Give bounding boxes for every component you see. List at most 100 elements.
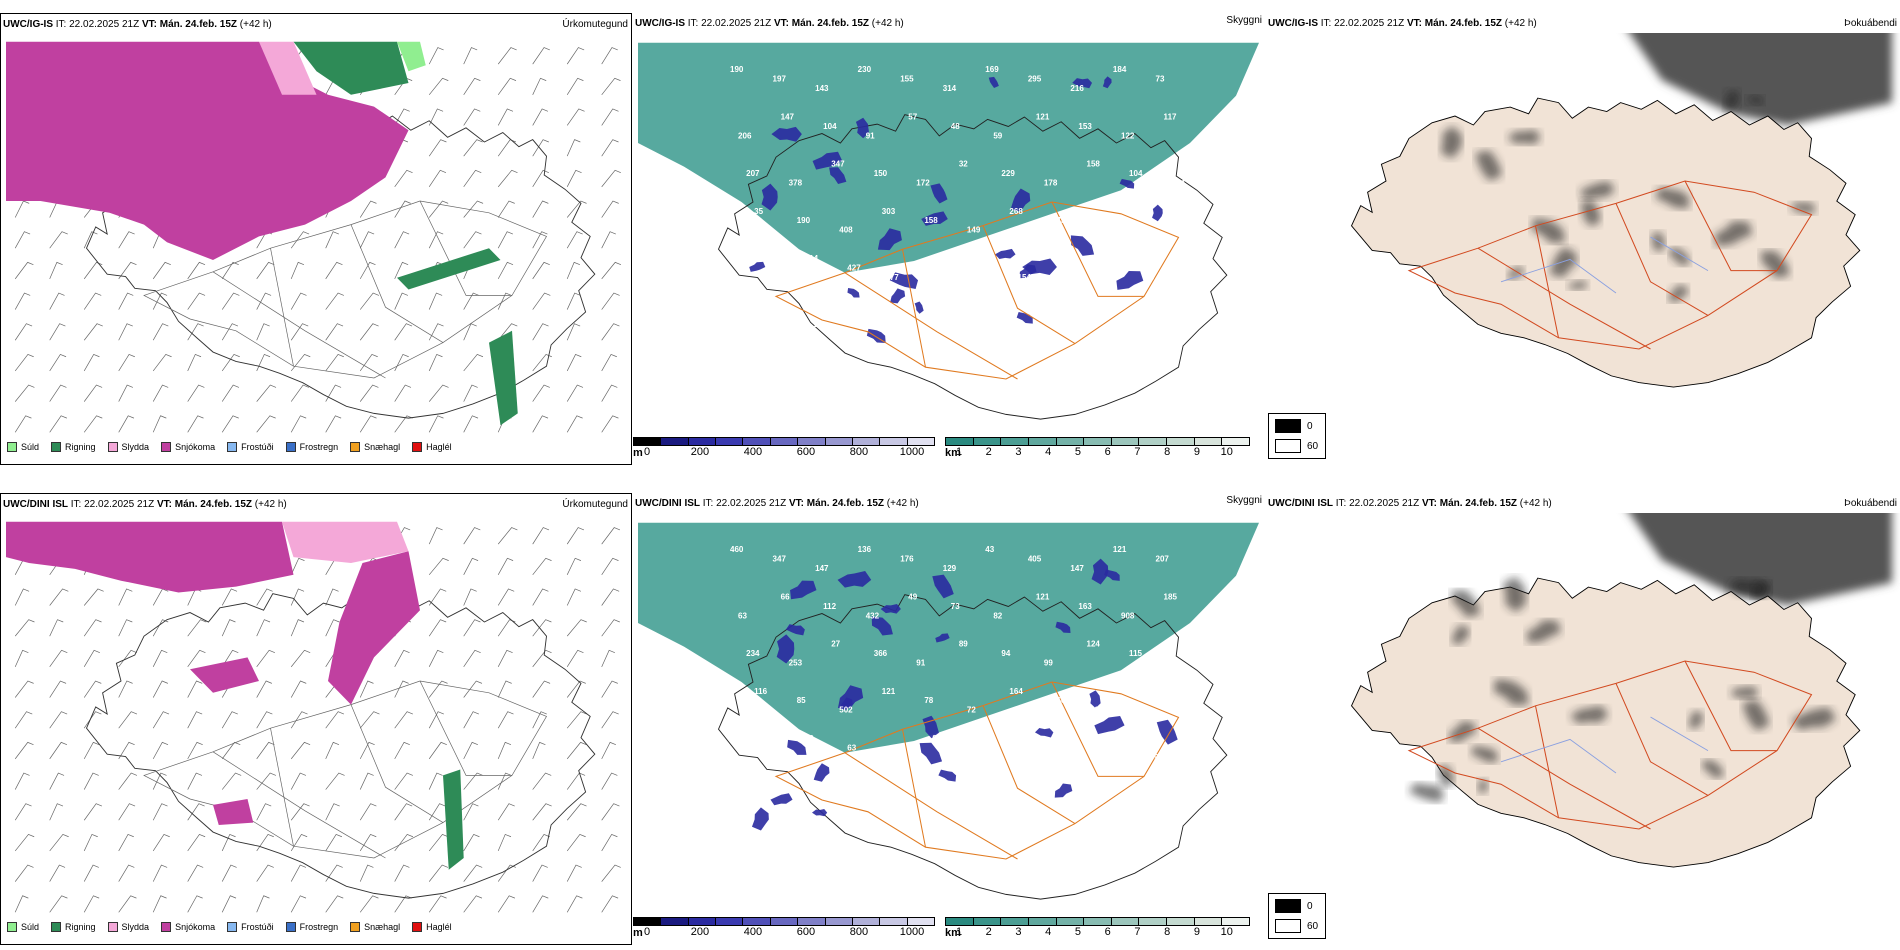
precip-legend: Súld Rigning Slydda Snjókoma Frostúði Frostre… [7,442,452,452]
cloud-base-label: 355 [1137,207,1151,216]
cloud-base-label: 155 [900,75,914,84]
ceiling-colorbar: m 0 200 400 600 800 1000 [633,437,935,459]
panel-name: Þokuábendi [1844,18,1897,29]
cloud-base-label: 63 [847,743,856,752]
cloud-base-label: 91 [916,658,925,667]
colorbar-tick: 1000 [899,926,925,938]
legend-item-slydda: Slydda [107,922,149,932]
cloud-base-label: 197 [773,75,787,84]
panel-title: UWC/DINI ISL IT: 22.02.2025 21Z VT: Mán.… [3,499,287,510]
iceland-map [1350,513,1892,868]
iceland-map: 190 197 143 230 155 314 169 295 216 184 73 206 147 10… [638,42,1259,420]
cloud-base-label: 234 [1095,706,1109,715]
cloud-panel-top: UWC/IG-IS IT: 22.02.2025 21Z VT: Mán. 24… [633,13,1265,465]
colorbar-tick: 3 [1015,926,1022,938]
visibility-colorbar: km 1 2 3 4 5 6 7 8 9 10 [945,437,1250,459]
legend-item-súld: Súld [7,922,39,932]
cloud-base-label: 314 [943,84,957,93]
cloud-base-label: 229 [1001,169,1015,178]
cloud-base-label: 122 [1121,131,1135,140]
colorbar-tick: 200 [690,926,710,938]
cloud-base-label: 164 [1009,687,1023,696]
colorbar-tick: 1000 [899,446,925,458]
cloud-base-label: 117 [1164,112,1177,121]
cloud-base-label: 104 [823,122,837,131]
cloud-base-label: 43 [985,545,994,554]
cloud-base-label: 253 [789,658,803,667]
cloud-base-label: 35 [754,207,763,216]
cloud-base-label: 103 [762,753,776,762]
cloud-base-label: 81 [1103,263,1112,272]
colorbar-tick: 400 [743,446,763,458]
legend-item-snjókoma: Snjókoma [161,922,215,932]
cloud-base-label: 432 [866,611,880,620]
colorbar-tick: 9 [1193,926,1201,938]
cloud-base-label: 347 [773,555,787,564]
colorbar-unit: m [633,927,643,939]
cloud-base-label: 234 [746,649,760,658]
cloud-base-label: 136 [858,545,872,554]
legend-item-snæhagl: Snæhagl [350,442,400,452]
colorbar-tick: 3 [1015,446,1022,458]
panel-title: UWC/IG-IS IT: 22.02.2025 21Z VT: Mán. 24… [635,18,904,29]
iceland-map [6,521,621,913]
cloud-base-label: 502 [839,706,853,715]
colorbar-tick: 6 [1104,446,1111,458]
cloud-base-label: 143 [815,84,829,93]
cloud-base-label: 115 [1129,649,1142,658]
fog-map [1350,33,1892,388]
colorbar-tick: 1 [955,446,963,458]
cloud-base-label: 129 [943,564,957,573]
cloud-base-label: 188 [975,743,989,752]
fog-panel-top: UWC/IG-IS IT: 22.02.2025 21Z VT: Mán. 24… [1266,13,1900,413]
colorbar-tick: 8 [1164,446,1171,458]
precip-map [6,41,622,433]
cloud-base-label: 475 [1052,216,1066,225]
legend-swatch [227,442,238,452]
colorbar-tick: 7 [1134,926,1141,938]
cloud-base-label: 85 [797,696,806,705]
cloud-base-label: 149 [967,226,981,235]
legend-swatch [285,442,296,452]
cloud-base-label: 314 [805,254,819,263]
panel-name: Skyggni [1226,15,1262,26]
colorbar-tick: 1 [955,926,963,938]
fog-legend-top: 0 60 [1268,413,1326,459]
colorbar-tick: 0 [643,926,651,938]
cloud-base-label: 172 [916,178,930,187]
colorbar-unit: km [945,447,961,459]
legend-swatch [412,442,423,452]
legend-item-frostregn: Frostregn [285,922,338,932]
colorbar-tick: 5 [1074,926,1082,938]
cloud-base-label: 14 [1018,753,1027,762]
legend-swatch [7,442,17,452]
panel-name: Úrkomutegund [562,19,628,30]
cloud-base-label: 176 [900,555,914,564]
colorbar-tick: 800 [849,926,869,938]
legend-swatch [161,442,172,452]
cloud-base-label: 644 [762,273,776,282]
panel-name: Skyggni [1226,495,1262,506]
cloud-map: 460 347 147 136 176 129 43 405 147 121 207 63 66 112 4… [638,522,1259,900]
panel-title: UWC/DINI ISL IT: 22.02.2025 21Z VT: Mán.… [635,498,919,509]
colorbar-tick: 7 [1134,446,1141,458]
legend-swatch [51,442,62,452]
cloud-base-label: 935 [1180,216,1194,225]
ceiling-colorbar: m 0 200 400 600 800 1000 [633,917,935,939]
legend-item-súld: Súld [7,442,39,452]
cloud-base-label: 427 [847,263,861,272]
legend-item-haglél: Haglél [412,442,452,452]
cloud-base-label: 178 [1044,178,1058,187]
cloud-base-label: 121 [1036,112,1050,121]
legend-swatch [412,922,423,932]
colorbar-tick: 4 [1045,926,1052,938]
colorbar-tick: 800 [849,446,869,458]
precip-map [6,521,621,913]
panel-name: Úrkomutegund [562,499,628,510]
cloud-base-label: 207 [1156,555,1170,564]
cloud-base-label: 100 [932,254,946,263]
cloud-base-label: 295 [1028,75,1042,84]
cloud-base-label: 366 [874,649,888,658]
cloud-base-label: 216 [1070,84,1084,93]
cloud-base-label: 57 [908,112,917,121]
